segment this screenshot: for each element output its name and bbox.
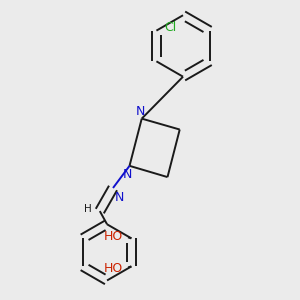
Text: N: N <box>115 190 124 204</box>
Text: HO: HO <box>104 230 123 243</box>
Text: N: N <box>135 105 145 118</box>
Text: N: N <box>123 167 133 181</box>
Text: H: H <box>84 204 92 214</box>
Text: HO: HO <box>104 262 123 275</box>
Text: Cl: Cl <box>165 21 177 34</box>
